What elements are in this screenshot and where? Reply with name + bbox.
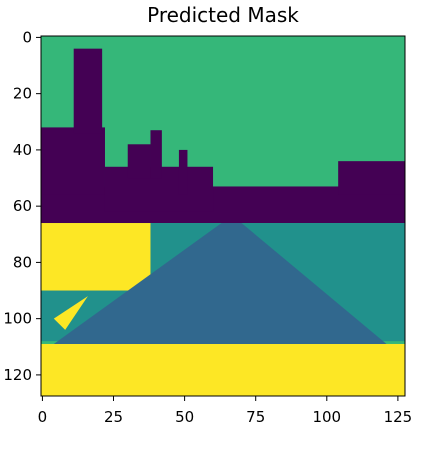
mask-image	[41, 36, 405, 396]
y-tick-label: 120	[3, 366, 32, 384]
x-axis: 0 25 50 75 100 125	[38, 396, 413, 426]
x-tick-label: 125	[384, 408, 413, 426]
mask-region-7	[178, 149, 188, 195]
mask-region-11	[41, 343, 405, 396]
mask-region-3	[73, 48, 103, 134]
mask-polygon-0	[53, 223, 387, 344]
plot-frame	[40, 35, 406, 397]
y-tick-label: 100	[3, 310, 32, 328]
y-tick-label: 20	[13, 85, 32, 103]
y-tick-label: 60	[13, 197, 32, 215]
x-tick-label: 100	[312, 408, 341, 426]
x-tick-label: 50	[175, 408, 194, 426]
y-axis: 0 20 40 60 80 100 120	[3, 28, 41, 384]
mask-polygon-1	[53, 296, 88, 330]
y-tick-label: 40	[13, 141, 32, 159]
mask-region-5	[127, 144, 151, 179]
y-tick-label: 80	[13, 253, 32, 271]
mask-region-8	[338, 161, 405, 195]
x-tick-label: 25	[104, 408, 123, 426]
mask-region-10	[41, 223, 151, 291]
chart-title: Predicted Mask	[147, 3, 299, 27]
y-tick-label: 0	[22, 28, 32, 46]
mask-region-6	[150, 130, 162, 179]
x-tick-label: 75	[246, 408, 265, 426]
mask-region-2	[41, 127, 105, 195]
x-tick-label: 0	[38, 408, 48, 426]
